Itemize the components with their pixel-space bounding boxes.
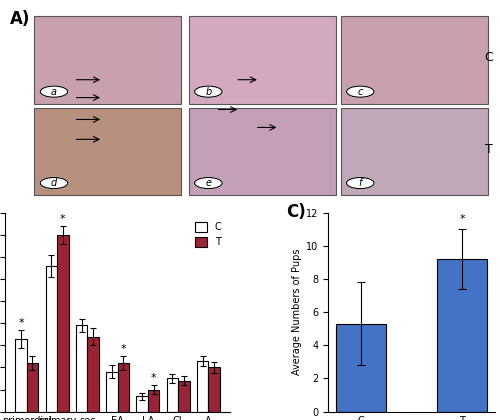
Y-axis label: Average Numbers of Pups: Average Numbers of Pups [292, 249, 302, 375]
Text: c: c [358, 87, 363, 97]
Legend: C, T: C, T [192, 218, 226, 251]
FancyBboxPatch shape [340, 16, 488, 104]
Text: a: a [51, 87, 57, 97]
Text: *: * [151, 373, 156, 383]
Text: f: f [358, 178, 362, 188]
Bar [336, 324, 386, 412]
Bar [15, 339, 26, 412]
Bar [178, 381, 190, 412]
Text: *: * [460, 215, 465, 224]
Text: *: * [60, 214, 66, 224]
FancyBboxPatch shape [189, 16, 336, 104]
Bar [46, 266, 57, 412]
Text: *: * [120, 344, 126, 354]
FancyBboxPatch shape [34, 108, 182, 195]
Bar [26, 363, 38, 412]
Text: C): C) [286, 203, 306, 221]
Circle shape [40, 86, 68, 97]
Bar [208, 368, 220, 412]
Text: d: d [51, 178, 57, 188]
Text: b: b [205, 87, 212, 97]
Bar [197, 361, 208, 412]
FancyBboxPatch shape [189, 108, 336, 195]
Circle shape [346, 86, 374, 97]
Bar [118, 363, 129, 412]
Text: *: * [18, 318, 24, 328]
Circle shape [194, 86, 222, 97]
Bar [437, 259, 488, 412]
FancyBboxPatch shape [340, 108, 488, 195]
Bar [57, 235, 68, 412]
Text: e: e [206, 178, 212, 188]
Bar [76, 326, 88, 412]
Text: A): A) [10, 10, 30, 28]
Bar [88, 336, 99, 412]
Text: C: C [484, 51, 492, 64]
Circle shape [346, 178, 374, 189]
Bar [148, 389, 160, 412]
Text: T: T [485, 143, 492, 156]
Bar [106, 372, 118, 412]
Bar [136, 396, 148, 412]
Circle shape [194, 178, 222, 189]
Bar [166, 378, 178, 412]
Circle shape [40, 178, 68, 189]
FancyBboxPatch shape [34, 16, 182, 104]
